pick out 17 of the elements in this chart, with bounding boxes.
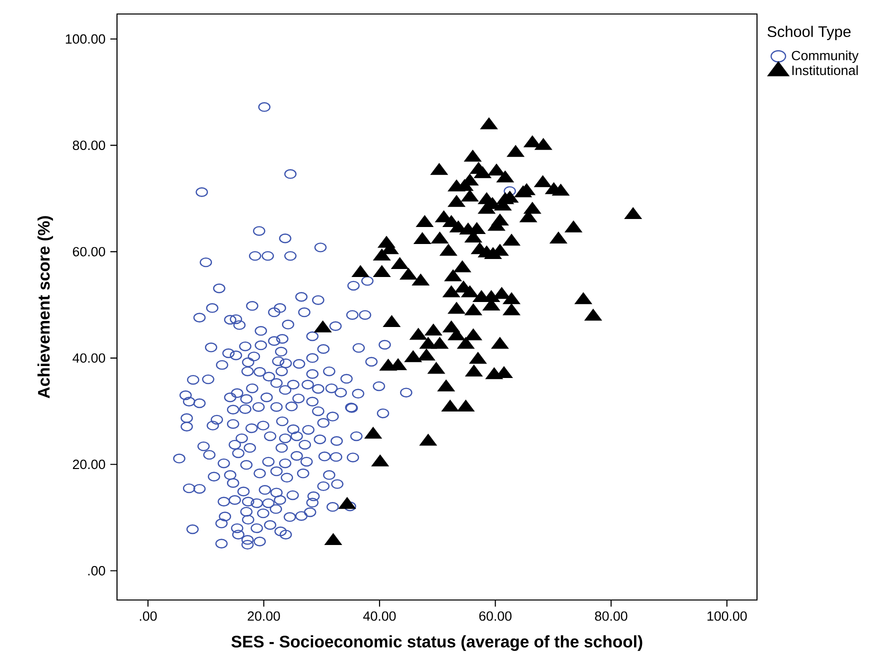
x-tick-label: 20.00 xyxy=(248,611,280,621)
x-tick-label: 40.00 xyxy=(363,611,396,621)
legend-title: School Type xyxy=(768,26,851,40)
x-tick-label: 80.00 xyxy=(595,611,628,621)
y-tick-label: 20.00 xyxy=(72,460,106,470)
y-axis-title: Achievement score (%) xyxy=(37,216,54,398)
y-tick-label: 100.00 xyxy=(66,34,106,44)
legend-label: Institutional xyxy=(792,65,858,76)
y-tick-label: .00 xyxy=(88,566,106,576)
y-tick-label: 40.00 xyxy=(72,353,106,363)
x-axis-title: SES - Socioeconomic status (average of the school) xyxy=(231,635,642,651)
x-tick-label: 60.00 xyxy=(479,611,512,621)
y-tick-label: 60.00 xyxy=(72,246,106,256)
legend-label: Community xyxy=(792,50,859,63)
x-tick-label: .00 xyxy=(140,611,157,621)
x-tick-label: 100.00 xyxy=(708,611,747,621)
y-tick-label: 80.00 xyxy=(72,140,106,150)
